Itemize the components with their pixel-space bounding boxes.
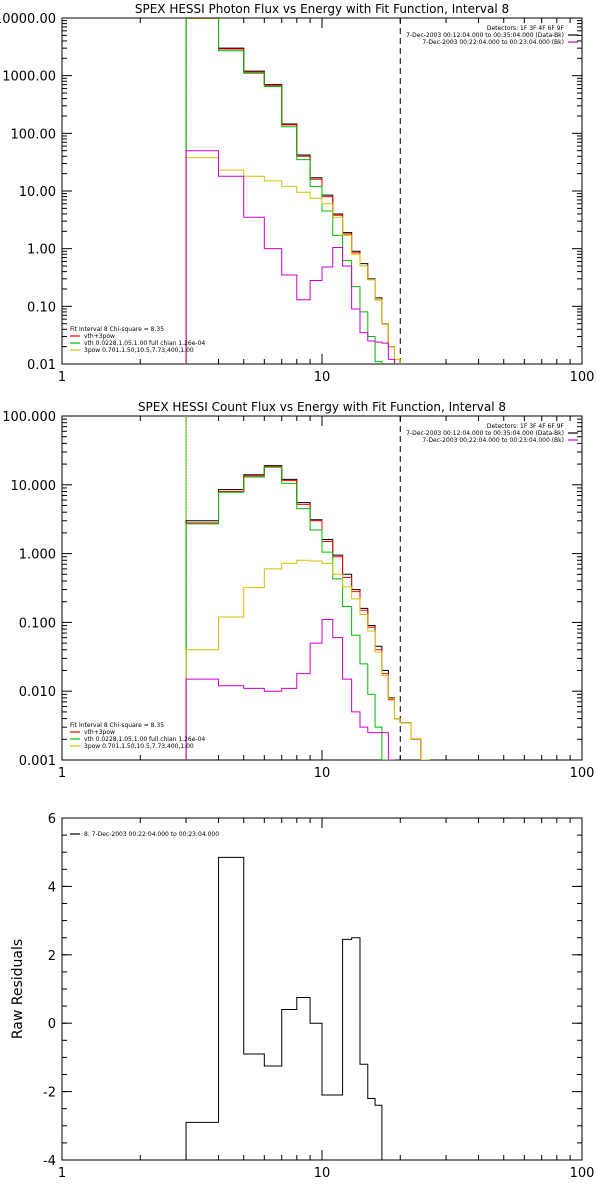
chart-3-x-tick-label: 100 — [570, 1166, 595, 1181]
chart-2-series-4 — [185, 559, 430, 760]
chart-2-info-line: Detectors: 1F 3F 4F 6F 9F — [487, 423, 565, 430]
chart-2-axes-frame — [61, 415, 583, 761]
chart-1-info-line: 7-Dec-2003 00:22:04.000 to 00:23:04.000 … — [422, 39, 564, 46]
chart-1-series-2 — [185, 18, 395, 364]
chart-3-y-tick-label: -4 — [43, 1154, 56, 1169]
chart-2-series-1 — [185, 465, 430, 760]
chart-1-legend-entry: vth+3pow — [84, 333, 115, 340]
chart-1-title: SPEX HESSI Photon Flux vs Energy with Fi… — [135, 2, 509, 16]
chart-2-title: SPEX HESSI Count Flux vs Energy with Fit… — [138, 400, 506, 414]
chart-2-series-2 — [185, 465, 430, 760]
chart-2-x-tick-label: 1 — [58, 766, 66, 781]
chart-1-y-tick-label: 1000.00 — [2, 70, 56, 85]
chart-3-x-tick-label: 10 — [314, 1166, 331, 1181]
chart-2-legend-entry: Fit Interval 8 Chi-square = 8.35 — [70, 722, 164, 729]
chart-2-info-line: 7-Dec-2003 00:22:04.000 to 00:23:04.000 … — [422, 437, 564, 444]
chart-2-y-tick-label: 1.000 — [19, 548, 56, 563]
chart-2-legend-entry: 3pow 0.701,1.50,10.5,7.73,400,1.00 — [84, 743, 194, 750]
chart-2-y-tick-label: 0.001 — [19, 754, 56, 769]
chart-1-info-line: 7-Dec-2003 00:12:04.000 to 00:35:04.000 … — [406, 32, 564, 39]
chart-2-y-tick-label: 0.100 — [19, 616, 56, 631]
chart-1: SPEX HESSI Photon Flux vs Energy with Fi… — [0, 2, 595, 385]
chart-1-info-line: Detectors: 1F 3F 4F 6F 9F — [487, 25, 565, 32]
chart-2: SPEX HESSI Count Flux vs Energy with Fit… — [2, 400, 595, 781]
chart-3-y-tick-label: 0 — [48, 1017, 56, 1032]
chart-2-x-tick-label: 100 — [570, 766, 595, 781]
chart-1-x-tick-label: 1 — [58, 370, 66, 385]
chart-3-y-tick-label: -2 — [43, 1086, 56, 1101]
chart-2-series-5 — [185, 619, 395, 760]
chart-2-x-tick-label: 10 — [314, 766, 331, 781]
chart-3-axes-frame — [61, 817, 583, 1161]
chart-1-series-3 — [185, 18, 383, 364]
chart-3-y-axis-label: Raw Residuals — [10, 939, 26, 1039]
chart-1-series-1 — [185, 18, 395, 364]
chart-3-y-tick-label: 6 — [48, 812, 56, 827]
chart-3-legend-entry: 8. 7-Dec-2003 00:22:04.000 to 00:23:04.0… — [84, 831, 219, 838]
chart-1-series-4 — [185, 157, 401, 364]
chart-3-y-tick-label: 4 — [48, 880, 56, 895]
chart-3-y-tick-label: 2 — [48, 949, 56, 964]
chart-1-legend-entry: 3pow 0.701,1.50,10.5,7.73,400,1.00 — [84, 347, 194, 354]
chart-1-y-tick-label: 0.01 — [27, 358, 56, 373]
chart-1-y-tick-label: 1.00 — [27, 243, 56, 258]
chart-1-legend-entry: Fit Interval 8 Chi-square = 8.35 — [70, 326, 164, 333]
chart-3-series-1 — [185, 856, 401, 1160]
chart-3: 1 10 100 -4 -2 0 2 4 6 Raw Residuals 8. 7-Dec-2003… — [10, 812, 594, 1181]
chart-1-y-tick-label: 10000.00 — [0, 12, 56, 27]
chart-1-legend-entry: vth 0.0228,1.05,1.00 full chian 1.26e-04 — [84, 340, 205, 347]
chart-2-legend-entry: vth+3pow — [84, 729, 115, 736]
chart-1-y-tick-label: 10.00 — [19, 185, 56, 200]
chart-1-x-tick-label: 100 — [570, 370, 595, 385]
chart-1-series-5 — [185, 150, 395, 364]
chart-2-y-tick-label: 10.000 — [11, 479, 57, 494]
chart-2-info-line: 7-Dec-2003 00:12:04.000 to 00:35:04.000 … — [406, 430, 564, 437]
chart-2-legend-entry: vth 0.0228,1.05,1.00 full chian 1.26e-04 — [84, 736, 205, 743]
chart-2-y-tick-label: 0.010 — [19, 685, 56, 700]
chart-1-x-tick-label: 10 — [314, 370, 331, 385]
chart-1-y-tick-label: 100.00 — [11, 127, 57, 142]
chart-2-series-3 — [185, 466, 389, 760]
chart-2-y-tick-label: 100.000 — [2, 410, 56, 425]
chart-1-y-tick-label: 0.10 — [27, 300, 56, 315]
chart-3-x-tick-label: 1 — [58, 1166, 66, 1181]
